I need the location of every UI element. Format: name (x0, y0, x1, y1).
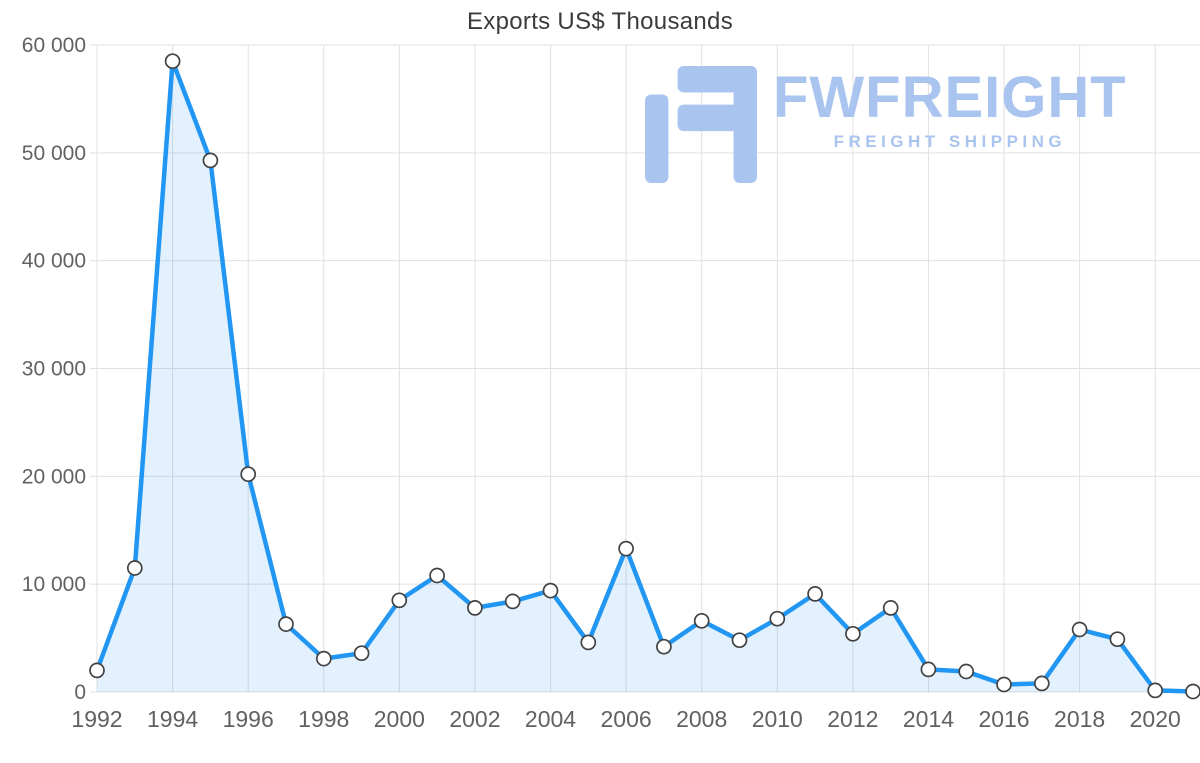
x-tick-label: 2010 (752, 706, 803, 732)
data-point-marker (315, 650, 332, 667)
x-tick-label: 1994 (147, 706, 198, 732)
data-point-marker (429, 567, 445, 584)
x-tick-label: 2000 (374, 706, 425, 732)
y-tick-label: 40 000 (22, 250, 86, 273)
data-point-marker (542, 582, 559, 599)
x-tick-label: 2014 (903, 706, 954, 732)
x-tick-label: 2012 (827, 706, 878, 732)
data-point-marker (391, 592, 408, 609)
y-tick-label: 60 000 (22, 34, 86, 57)
y-tick-label: 10 000 (22, 573, 86, 596)
data-point-marker (580, 634, 597, 651)
data-point-marker (353, 645, 370, 662)
data-point-marker (996, 676, 1012, 693)
data-point-marker (656, 638, 672, 655)
x-tick-label: 1992 (71, 706, 122, 732)
data-point-marker (467, 600, 483, 616)
x-tick-label: 1998 (298, 706, 349, 732)
x-tick-label: 2016 (978, 706, 1029, 732)
data-point-marker (920, 661, 937, 678)
data-point-marker (958, 663, 975, 680)
data-point-marker (882, 600, 899, 616)
data-point-marker (618, 540, 634, 557)
data-point-marker (164, 53, 181, 70)
x-tick-label: 2006 (601, 706, 652, 732)
y-tick-label: 30 000 (22, 358, 86, 381)
chart-title: Exports US$ Thousands (467, 8, 733, 35)
y-tick-label: 20 000 (22, 465, 86, 488)
data-point-marker (1185, 683, 1200, 700)
y-tick-label: 50 000 (22, 142, 86, 165)
data-point-marker (845, 625, 861, 642)
data-point-marker (504, 593, 521, 610)
x-tick-label: 1996 (223, 706, 274, 732)
x-tick-label: 2018 (1054, 706, 1105, 732)
y-tick-label: 0 (74, 681, 86, 704)
data-point-marker (278, 616, 294, 632)
data-point-marker (1071, 621, 1088, 638)
data-point-marker (769, 610, 786, 627)
data-point-marker (1109, 631, 1126, 648)
x-tick-label: 2020 (1130, 706, 1181, 732)
data-point-marker (126, 560, 143, 576)
x-tick-label: 2008 (676, 706, 727, 732)
data-point-marker (1147, 682, 1164, 699)
data-point-marker (89, 662, 105, 679)
data-point-marker (693, 612, 710, 629)
data-point-marker (202, 152, 219, 169)
data-point-marker (807, 586, 823, 602)
x-tick-label: 2002 (449, 706, 500, 732)
x-tick-label: 2004 (525, 706, 576, 732)
series-area-fill (97, 61, 1193, 692)
data-point-marker (1033, 675, 1050, 692)
data-point-marker (731, 632, 748, 649)
data-point-marker (240, 466, 257, 483)
